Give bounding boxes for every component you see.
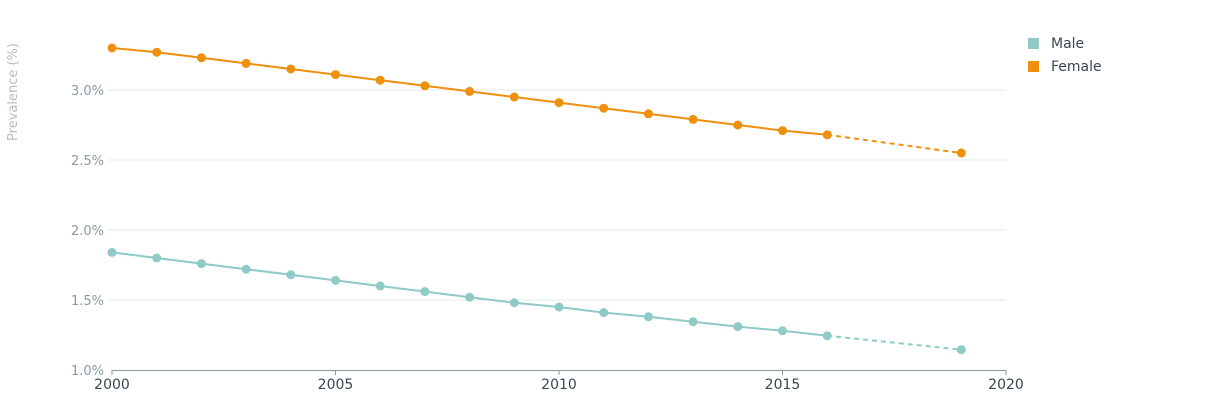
y-tick-label: 3.0%: [71, 84, 104, 99]
y-axis-title: Prevalence (%): [6, 43, 21, 141]
data-point[interactable]: [554, 302, 564, 312]
data-point[interactable]: [733, 322, 743, 332]
data-point[interactable]: [643, 109, 653, 119]
legend-item-male[interactable]: Male: [1028, 32, 1102, 55]
series-projection-line-female: [827, 133, 962, 154]
data-point[interactable]: [420, 287, 430, 297]
data-point[interactable]: [196, 53, 206, 63]
data-point[interactable]: [956, 345, 966, 355]
data-point[interactable]: [465, 86, 475, 96]
x-tick-label: 2005: [318, 377, 354, 393]
data-point[interactable]: [599, 308, 609, 318]
data-point[interactable]: [420, 81, 430, 91]
data-point[interactable]: [733, 120, 743, 130]
data-point[interactable]: [465, 292, 475, 302]
y-tick-label: 1.5%: [71, 294, 104, 309]
legend-swatch-male: [1028, 38, 1039, 49]
data-point[interactable]: [286, 270, 296, 280]
data-point[interactable]: [822, 331, 832, 341]
legend-item-female[interactable]: Female: [1028, 55, 1102, 78]
data-point[interactable]: [152, 47, 162, 57]
data-point[interactable]: [107, 43, 117, 53]
series-male: [107, 247, 966, 355]
data-point[interactable]: [688, 317, 698, 327]
data-point[interactable]: [509, 92, 519, 102]
legend-label-male: Male: [1051, 35, 1085, 52]
data-point[interactable]: [599, 103, 609, 113]
data-point[interactable]: [688, 114, 698, 124]
data-point[interactable]: [107, 247, 117, 257]
y-tick-label: 1.0%: [71, 364, 104, 379]
data-point[interactable]: [554, 98, 564, 108]
data-point[interactable]: [331, 70, 340, 80]
series-layer: [107, 43, 966, 355]
y-axis-ticks: 1.0% 1.5% 2.0% 2.5% 3.0%: [71, 84, 104, 379]
data-point[interactable]: [643, 312, 653, 322]
data-point[interactable]: [509, 298, 519, 308]
x-axis-ticks: 2000 2005 2010 2015 2020: [94, 370, 1024, 393]
grid-lines: [108, 89, 1006, 301]
series-projection-line-male: [827, 334, 962, 351]
legend: Male Female: [1028, 32, 1102, 78]
data-point[interactable]: [956, 148, 966, 158]
data-point[interactable]: [375, 75, 385, 85]
data-point[interactable]: [152, 253, 162, 263]
series-female: [107, 43, 966, 158]
data-point[interactable]: [375, 281, 385, 291]
x-tick-label: 2000: [94, 377, 130, 393]
x-tick-label: 2015: [765, 377, 801, 393]
data-point[interactable]: [241, 58, 251, 68]
x-tick-label: 2020: [988, 377, 1024, 393]
y-tick-label: 2.0%: [71, 224, 104, 239]
data-point[interactable]: [331, 275, 340, 285]
data-point[interactable]: [778, 126, 787, 136]
data-point[interactable]: [286, 64, 296, 74]
y-tick-label: 2.5%: [71, 154, 104, 169]
data-point[interactable]: [241, 264, 251, 274]
data-point[interactable]: [196, 259, 206, 269]
data-point[interactable]: [822, 130, 832, 140]
data-point[interactable]: [778, 326, 787, 336]
legend-label-female: Female: [1051, 58, 1102, 75]
legend-swatch-female: [1028, 61, 1039, 72]
x-tick-label: 2010: [541, 377, 577, 393]
